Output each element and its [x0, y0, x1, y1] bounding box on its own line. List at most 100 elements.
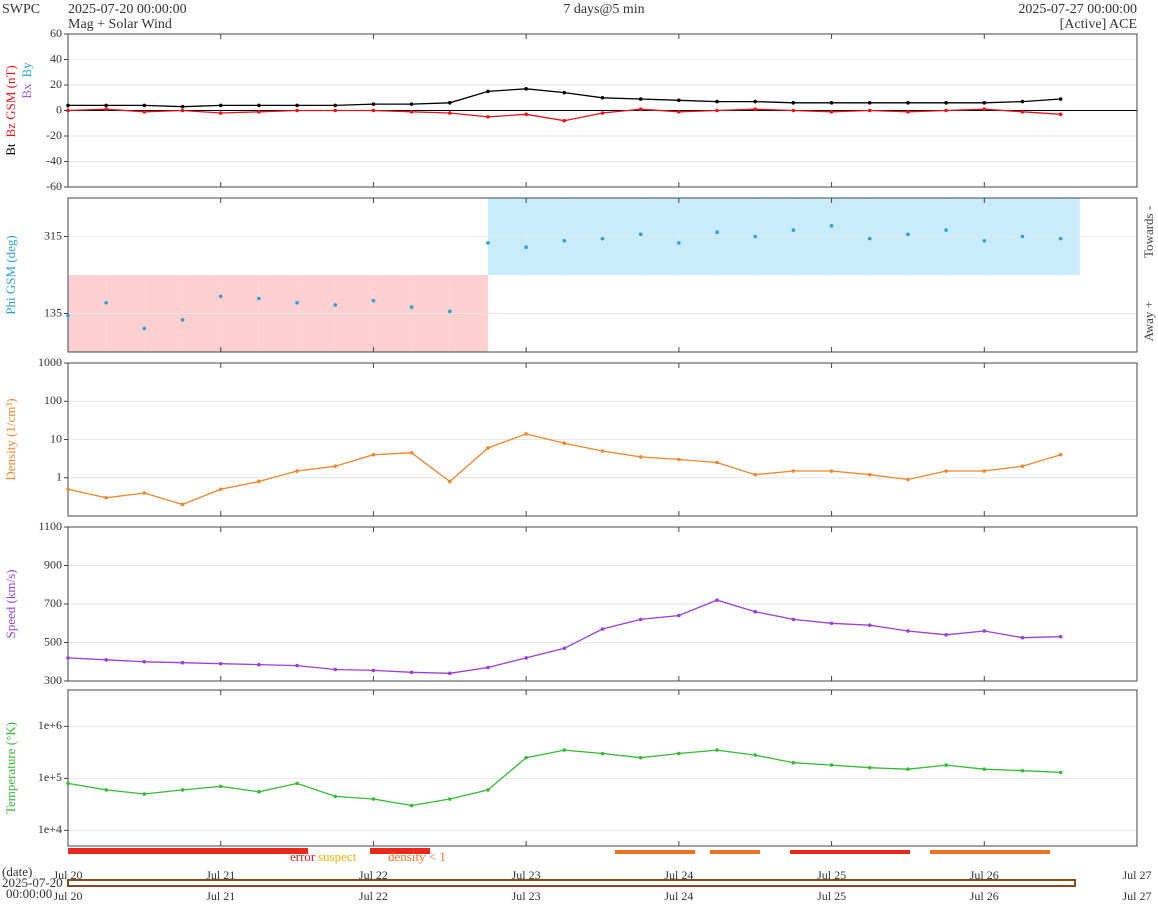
y-tick-label: -20 — [46, 128, 62, 142]
x-tick-label: Jul 26 — [970, 868, 999, 882]
data-point — [638, 107, 643, 112]
data-point — [600, 236, 605, 241]
data-point — [906, 109, 910, 114]
data-point — [142, 491, 147, 495]
data-point — [715, 108, 719, 113]
data-point — [867, 765, 872, 770]
data-point — [677, 241, 681, 245]
y-tick-label: 60 — [50, 26, 62, 40]
y-tick-label: 315 — [44, 228, 62, 242]
data-point — [409, 670, 414, 675]
y-label-part: Bt — [3, 143, 18, 156]
flag-bar — [710, 850, 760, 854]
data-point — [409, 803, 414, 808]
flag-density: density < 1 — [388, 849, 446, 864]
x-tick-label: Jul 22 — [359, 889, 388, 903]
data-point — [715, 99, 719, 104]
data-point — [600, 95, 605, 100]
series-line — [67, 599, 1061, 674]
data-point — [524, 112, 528, 117]
data-point — [677, 751, 681, 756]
y-tick-label: 20 — [50, 77, 62, 91]
data-point — [257, 790, 261, 794]
data-point — [486, 115, 490, 119]
data-point — [677, 457, 681, 462]
end-time: 2025-07-27 00:00:00 — [1018, 2, 1137, 17]
y-tick-label: 1e+4 — [38, 822, 62, 836]
data-point — [257, 479, 261, 484]
data-point — [829, 224, 834, 228]
data-point — [638, 232, 643, 237]
data-point — [257, 296, 261, 301]
data-point — [600, 449, 605, 453]
y-axis-label: Density (1/cm³) — [3, 398, 18, 480]
data-point — [142, 103, 147, 108]
y-label-part: Bx — [19, 83, 34, 99]
x-tick-label: Jul 23 — [512, 889, 541, 903]
data-point — [600, 111, 605, 115]
data-point — [1058, 97, 1063, 101]
data-point — [753, 472, 758, 477]
y-label-part: Speed (km/s) — [3, 570, 18, 639]
data-point — [562, 441, 567, 446]
data-point — [447, 309, 452, 314]
data-point — [1020, 464, 1025, 469]
y-label-part: By — [19, 62, 34, 78]
flag-bar — [68, 848, 308, 854]
data-point — [1058, 770, 1063, 775]
data-point — [1020, 768, 1025, 773]
x-tick-label: Jul 21 — [206, 889, 235, 903]
data-point — [524, 245, 528, 249]
data-point — [944, 469, 948, 473]
y-label-part: Density (1/cm³) — [3, 398, 18, 480]
y-tick-label: 135 — [44, 305, 62, 319]
x-tick-label: Jul 27 — [1122, 889, 1151, 903]
data-point — [218, 103, 223, 108]
y-axis-label: Bx By — [19, 62, 34, 99]
y-tick-label: 1e+6 — [38, 718, 62, 732]
data-point — [295, 103, 299, 108]
y-axis-label: Bt Bz GSM (nT) — [3, 65, 18, 156]
data-point — [562, 118, 567, 123]
data-point — [944, 633, 948, 637]
data-point — [562, 748, 567, 752]
data-point — [409, 109, 414, 114]
data-point — [715, 598, 719, 602]
data-point — [524, 755, 528, 760]
y-axis-label: Speed (km/s) — [3, 570, 18, 639]
data-point — [257, 109, 261, 114]
data-point — [180, 660, 185, 665]
y-tick-label: 0 — [56, 102, 62, 116]
data-point — [600, 627, 605, 631]
flag-suspect: suspect — [318, 849, 357, 864]
data-point — [944, 108, 948, 113]
data-point — [66, 656, 70, 660]
data-point — [180, 502, 185, 507]
data-point — [867, 472, 872, 477]
data-point — [371, 452, 376, 457]
y-tick-label: 100 — [44, 393, 62, 407]
data-point — [486, 446, 490, 450]
data-point — [1020, 99, 1025, 104]
data-point — [104, 658, 108, 662]
data-point — [944, 228, 948, 232]
data-point — [829, 621, 834, 626]
x-tick-label: Jul 25 — [817, 868, 846, 882]
data-point — [944, 101, 948, 105]
y-tick-label: 10 — [50, 431, 62, 445]
data-point — [982, 767, 987, 771]
data-point — [66, 781, 70, 786]
data-point — [906, 232, 910, 237]
data-point — [524, 432, 528, 436]
data-point — [104, 107, 108, 112]
data-point — [791, 617, 796, 622]
data-point — [715, 460, 719, 465]
data-point — [486, 788, 490, 792]
data-point — [180, 104, 185, 109]
data-point — [791, 469, 796, 473]
data-point — [944, 763, 948, 767]
data-point — [486, 89, 490, 94]
date-label: (date) — [2, 864, 32, 879]
data-point — [447, 671, 452, 676]
data-point — [333, 108, 338, 113]
